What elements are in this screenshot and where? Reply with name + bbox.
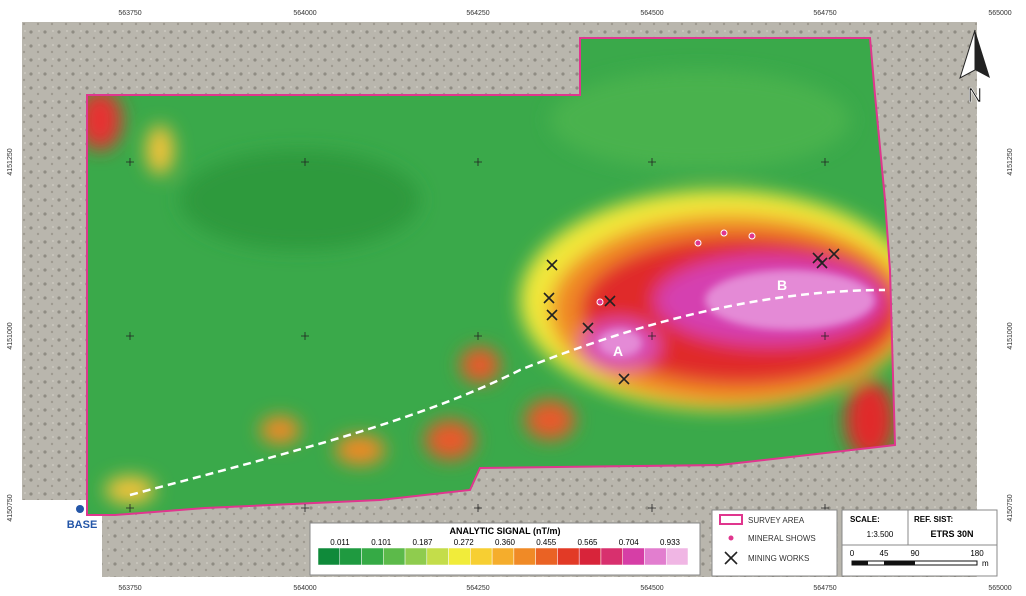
- grid-cross: [301, 332, 309, 340]
- north-label: N: [968, 85, 982, 107]
- scale-tick: 45: [880, 549, 889, 558]
- base-point: [76, 505, 84, 513]
- legend-item: SURVEY AREA: [748, 516, 805, 525]
- legend-value: 0.187: [412, 538, 433, 547]
- legend-title: ANALYTIC SIGNAL (nT/m): [449, 526, 560, 536]
- grid-cross: [474, 332, 482, 340]
- x-coord: 564750: [813, 585, 836, 592]
- survey-outline: [86, 37, 897, 516]
- mine-symbol: [724, 551, 738, 565]
- x-coord: 564500: [640, 10, 663, 17]
- legend-value: 0.101: [371, 538, 392, 547]
- color-swatch: [557, 547, 580, 566]
- scale-unit: m: [982, 559, 989, 568]
- color-swatch: [491, 547, 515, 566]
- color-swatch: [665, 547, 689, 566]
- grid-cross: [126, 332, 134, 340]
- grid-cross: [301, 504, 309, 512]
- grid-cross: [474, 158, 482, 166]
- grid-cross: [821, 158, 829, 166]
- grid-cross: [648, 504, 656, 512]
- mine-icon: [546, 259, 558, 271]
- mineral-shows: [596, 229, 756, 306]
- y-coord: 4151000: [1007, 322, 1014, 349]
- color-swatch: [535, 547, 558, 566]
- color-swatch: [339, 547, 362, 566]
- north-arrow: N: [959, 29, 990, 107]
- grid-cross: [474, 504, 482, 512]
- y-coord: 4150750: [7, 494, 14, 521]
- color-swatch: [404, 547, 428, 566]
- mining-works: [543, 248, 840, 385]
- color-swatch: [426, 547, 449, 566]
- legend-value: 0.565: [577, 538, 598, 547]
- x-coord: 564000: [293, 585, 316, 592]
- x-coord: 564000: [293, 10, 316, 17]
- scale-value: 1:3.500: [867, 530, 894, 539]
- grid-cross: [648, 158, 656, 166]
- grid-cross: [648, 332, 656, 340]
- mine-icon: [543, 292, 555, 304]
- mine-icon: [546, 309, 558, 321]
- x-coord: 564750: [813, 10, 836, 17]
- anomaly-label: A: [613, 343, 623, 359]
- color-swatch: [622, 547, 645, 566]
- legend-value: 0.455: [536, 538, 557, 547]
- color-swatch: [578, 547, 602, 566]
- signal-raster: [87, 38, 895, 515]
- x-coord: 564250: [466, 10, 489, 17]
- scale-tick: 90: [911, 549, 920, 558]
- legend-value: 0.704: [619, 538, 640, 547]
- scale-tick: 180: [970, 549, 984, 558]
- color-swatch: [317, 547, 341, 566]
- mine-icon: [828, 248, 840, 260]
- y-coord: 4150750: [1007, 494, 1014, 521]
- color-swatch: [644, 547, 667, 566]
- y-coord: 4151000: [7, 322, 14, 349]
- show-symbol: [728, 535, 734, 541]
- color-swatch: [470, 547, 493, 566]
- grid-cross: [126, 504, 134, 512]
- grid-cross: [126, 158, 134, 166]
- mine-icon: [582, 322, 594, 334]
- color-swatch: [600, 547, 623, 566]
- base-label: BASE: [67, 519, 98, 531]
- legend-value: 0.011: [330, 538, 350, 547]
- ref-value: ETRS 30N: [930, 529, 973, 539]
- x-coord: 564500: [640, 585, 663, 592]
- grid-cross: [821, 332, 829, 340]
- color-swatch: [448, 547, 471, 566]
- scale-label: SCALE:: [850, 515, 880, 524]
- mine-icon: [618, 373, 630, 385]
- legend-item: MINERAL SHOWS: [748, 534, 816, 543]
- legend-item: MINING WORKS: [748, 554, 809, 563]
- mine-icon: [816, 257, 828, 269]
- trend-line: [129, 288, 886, 497]
- legend-value: 0.272: [454, 538, 475, 547]
- x-coord: 565000: [988, 585, 1011, 592]
- x-coord: 563750: [118, 10, 141, 17]
- grid-cross: [301, 158, 309, 166]
- symbols-box: [711, 509, 838, 577]
- legend-value: 0.360: [495, 538, 516, 547]
- legend-value: 0.933: [660, 538, 681, 547]
- scale-bar: [851, 560, 978, 566]
- x-coord: 563750: [118, 585, 141, 592]
- scale-tick: 0: [850, 549, 855, 558]
- survey-symbol: [719, 514, 743, 525]
- color-swatch: [383, 547, 406, 566]
- color-swatch: [513, 547, 536, 566]
- anomaly-label: B: [777, 277, 787, 293]
- y-coord: 4151250: [7, 148, 14, 175]
- color-swatch: [361, 547, 384, 566]
- x-coord: 565000: [988, 10, 1011, 17]
- ref-label: REF. SIST:: [914, 515, 953, 524]
- y-coord: 4151250: [1007, 148, 1014, 175]
- x-coord: 564250: [466, 585, 489, 592]
- mine-icon: [604, 295, 616, 307]
